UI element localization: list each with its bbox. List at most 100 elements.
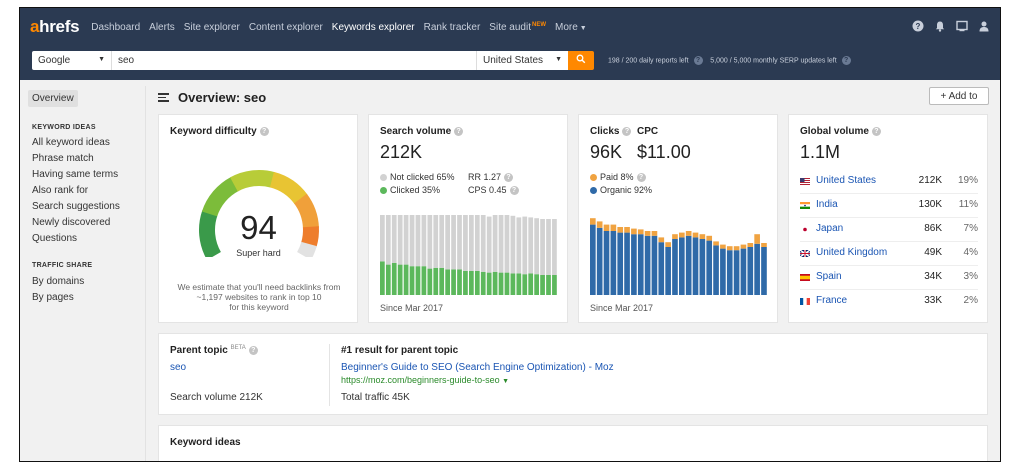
help-icon[interactable]: ? — [248, 345, 258, 355]
clicks-bar-paid — [713, 241, 719, 246]
volume-bar-clicked — [463, 271, 468, 295]
uk-flag-icon — [800, 250, 810, 257]
legend-clicked: Clicked 35% — [380, 185, 440, 195]
gauge-filled-segment — [230, 170, 276, 192]
clicks-bar-organic — [692, 237, 699, 295]
caret-down-icon[interactable]: ▼ — [502, 378, 510, 385]
volume-bar-not-clicked — [403, 215, 409, 265]
sidebar-heading-keyword-ideas: KEYWORD IDEAS — [32, 124, 96, 131]
volume-bar-not-clicked — [504, 215, 510, 273]
keyword-input[interactable]: seo — [112, 51, 476, 70]
nav-site-audit[interactable]: Site auditNEW — [489, 21, 546, 33]
nav-rank-tracker[interactable]: Rank tracker — [423, 21, 481, 33]
clicks-bar-organic — [658, 242, 665, 295]
help-icon[interactable]: ? — [841, 56, 851, 65]
add-to-button[interactable]: + Add to — [929, 87, 989, 105]
monitor-icon[interactable] — [956, 20, 968, 32]
top-result-title-link[interactable]: Beginner's Guide to SEO (Search Engine O… — [341, 362, 614, 373]
volume-bar-not-clicked — [534, 218, 539, 275]
global-volume-value: 1.1M — [800, 142, 841, 162]
help-icon[interactable]: ? — [871, 126, 881, 136]
country-row: France 33K 2% — [800, 290, 978, 314]
sidebar-item-overview[interactable]: Overview — [28, 90, 78, 107]
difficulty-score: 94 — [240, 209, 277, 246]
country-link-india[interactable]: India — [816, 199, 838, 210]
sidebar-item-search-suggestions[interactable]: Search suggestions — [32, 201, 120, 212]
search-button[interactable] — [568, 51, 594, 70]
sidebar-item-phrase-match[interactable]: Phrase match — [32, 153, 94, 164]
keyword-ideas-card: Keyword ideas — [158, 425, 988, 461]
country-volume: 130K — [918, 199, 942, 210]
clicks-per-search: CPS 0.45? — [468, 185, 519, 196]
nav-dashboard[interactable]: Dashboard — [91, 21, 141, 33]
volume-bar-not-clicked — [457, 215, 462, 270]
search-volume-value: 212K — [380, 142, 423, 162]
nav-alerts[interactable]: Alerts — [149, 21, 175, 33]
help-icon[interactable]: ? — [504, 173, 514, 183]
help-icon[interactable]: ? — [454, 126, 464, 136]
search-bar: Google ▼ seo United States ▼ 198 / 200 dai… — [20, 46, 1000, 80]
clicks-bar-organic — [590, 224, 596, 295]
sidebar-item-questions[interactable]: Questions — [32, 233, 78, 244]
volume-bar-not-clicked — [451, 215, 456, 270]
top-result-traffic: Total traffic 45K — [341, 392, 410, 403]
clicks-bar-paid — [761, 243, 767, 247]
nav-site-explorer[interactable]: Site explorer — [183, 21, 240, 33]
bell-icon[interactable] — [934, 20, 946, 32]
parent-topic-link[interactable]: seo — [170, 362, 187, 373]
nav-more[interactable]: More ▼ — [555, 21, 587, 33]
sidebar-item-having-same-terms[interactable]: Having same terms — [32, 169, 119, 180]
difficulty-gauge — [199, 170, 319, 257]
volume-bar-clicked — [480, 271, 486, 295]
gauge-empty-segment — [297, 241, 317, 257]
since-date: Since Mar 2017 — [380, 303, 444, 313]
volume-bar-not-clicked — [380, 215, 385, 262]
gauge-filled-segment — [301, 226, 319, 248]
help-icon[interactable]: ? — [622, 126, 632, 136]
help-icon[interactable]: ? — [912, 20, 924, 32]
clicks-bar-paid — [590, 218, 596, 225]
volume-bar-clicked — [439, 267, 445, 295]
volume-bar-not-clicked — [427, 215, 433, 269]
volume-bar-not-clicked — [480, 215, 486, 272]
user-icon[interactable] — [978, 20, 990, 32]
sidebar-item-by-domains[interactable]: By domains — [32, 276, 85, 287]
volume-bar-clicked — [498, 272, 504, 295]
help-icon[interactable]: ? — [693, 56, 703, 65]
menu-icon[interactable] — [158, 91, 169, 104]
nav-content-explorer[interactable]: Content explorer — [248, 21, 323, 33]
country-link-united-states[interactable]: United States — [816, 175, 877, 186]
beta-badge: BETA — [230, 345, 246, 351]
top-result-url[interactable]: https://moz.com/beginners-guide-to-seo ▼ — [341, 375, 510, 385]
country-link-united-kingdom[interactable]: United Kingdom — [816, 247, 888, 258]
nav-keywords-explorer[interactable]: Keywords explorer — [331, 21, 415, 33]
clicks-chart — [590, 218, 767, 295]
country-row: India 130K 11% — [800, 194, 978, 218]
help-icon[interactable]: ? — [259, 126, 269, 136]
clicks-bar-organic — [720, 248, 726, 295]
volume-bar-clicked — [486, 272, 492, 295]
ahrefs-logo[interactable]: ahrefs — [30, 17, 80, 36]
clicks-bar-paid — [685, 231, 692, 236]
clicks-bar-paid — [651, 231, 658, 236]
sidebar-item-also-rank-for[interactable]: Also rank for — [32, 185, 89, 196]
gauge-filled-segment — [199, 210, 221, 257]
clicks-bar-organic — [603, 231, 610, 295]
volume-bar-clicked — [391, 263, 397, 295]
us-flag-icon — [800, 178, 810, 185]
volume-bar-clicked — [534, 274, 539, 295]
sidebar-item-newly-discovered[interactable]: Newly discovered — [32, 217, 111, 228]
help-icon[interactable]: ? — [509, 186, 519, 196]
country-link-japan[interactable]: Japan — [816, 223, 844, 234]
sidebar-item-all-keyword-ideas[interactable]: All keyword ideas — [32, 137, 110, 148]
volume-bar-not-clicked — [391, 215, 397, 263]
country-link-france[interactable]: France — [816, 295, 848, 306]
search-engine-select[interactable]: Google ▼ — [32, 51, 112, 70]
clicks-bar-organic — [740, 248, 747, 295]
sidebar-item-by-pages[interactable]: By pages — [32, 292, 74, 303]
card-title: Search volume? — [380, 126, 464, 137]
clicks-bar-paid — [720, 244, 726, 249]
country-link-spain[interactable]: Spain — [816, 271, 842, 282]
country-select[interactable]: United States ▼ — [476, 51, 568, 70]
help-icon[interactable]: ? — [636, 173, 646, 183]
